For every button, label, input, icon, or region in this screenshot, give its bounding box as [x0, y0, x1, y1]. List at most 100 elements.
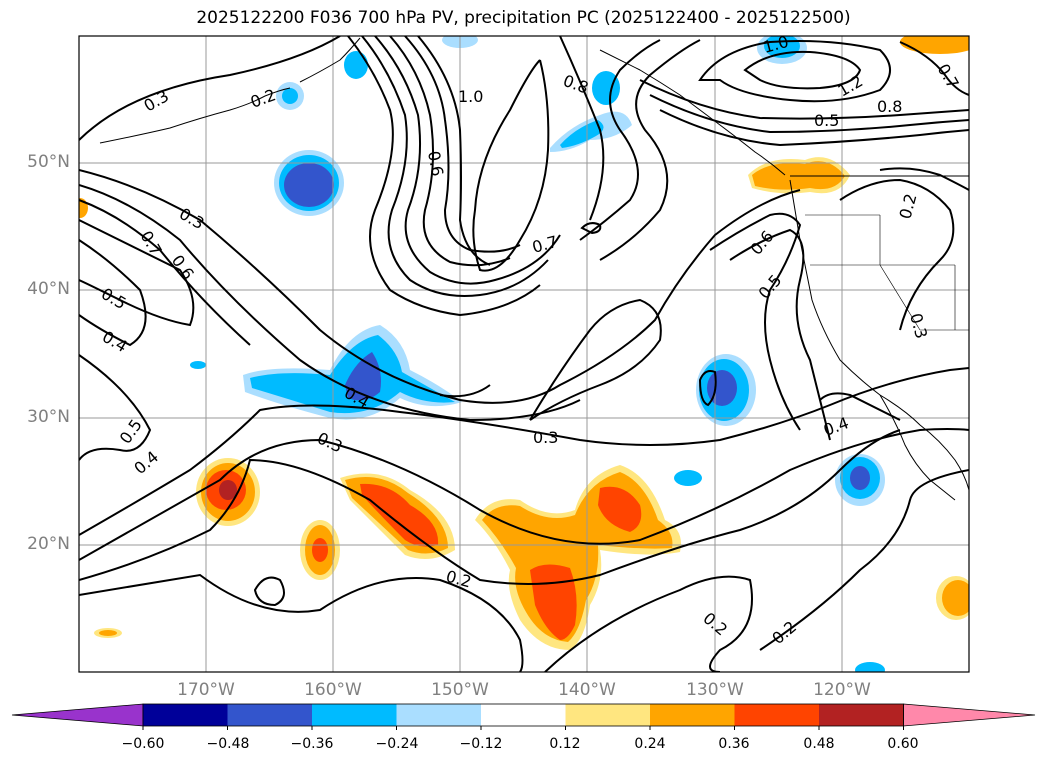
precip-neg-shade	[850, 466, 870, 490]
pv-contour-label: 0.3	[533, 428, 558, 447]
pv-contour	[559, 36, 605, 221]
precip-neg-shade	[284, 163, 334, 207]
colorbar-tick-label: 0.48	[803, 736, 835, 752]
colorbar-tick-label: 0.36	[718, 736, 750, 752]
colorbar-tick-label: 0.24	[634, 736, 666, 752]
precip-pos-shade	[360, 483, 439, 547]
pv-contour	[389, 36, 511, 267]
precip-neg-shade	[282, 88, 298, 104]
colorbar-segment	[396, 704, 482, 726]
pv-contour	[580, 222, 602, 235]
pv-contour	[79, 428, 969, 561]
lon-label-160w: 160°W	[304, 680, 362, 700]
pv-contour	[79, 429, 901, 585]
pv-contour	[79, 199, 251, 346]
chart-title: 2025122200 F036 700 hPa PV, precipitatio…	[196, 8, 851, 28]
colorbar-segment	[227, 704, 313, 726]
pv-contour	[899, 41, 969, 96]
precip-pos-shade	[99, 630, 117, 636]
pv-contour	[639, 79, 969, 120]
colorbar-frame	[142, 703, 904, 727]
pv-contour	[729, 228, 831, 441]
lon-label-150w: 150°W	[431, 680, 489, 700]
colorbar-segment	[734, 704, 820, 726]
precip-pos-shade	[219, 480, 237, 500]
pv-contour	[79, 573, 524, 672]
colorbar-tick-label: −0.60	[121, 736, 165, 752]
pv-contour	[819, 392, 901, 421]
pv-contour	[361, 36, 549, 297]
colorbar-segment	[819, 704, 905, 726]
pv-contour-label: 1.0	[458, 87, 483, 106]
pv-contour	[374, 36, 561, 285]
pv-contour-label: 0.6	[424, 149, 447, 177]
pv-contour	[879, 167, 969, 191]
colorbar-segment	[565, 704, 651, 726]
pv-contour	[404, 36, 521, 253]
colorbar-segment	[143, 704, 229, 726]
lat-label-50n: 50°N	[27, 152, 70, 172]
lat-label-40n: 40°N	[27, 279, 70, 299]
colorbar	[11, 703, 1036, 730]
lat-label-20n: 20°N	[27, 534, 70, 554]
pv-contour	[649, 94, 969, 134]
precip-neg-shade	[190, 361, 206, 369]
pv-contour	[79, 36, 341, 141]
map-frame	[78, 35, 970, 673]
pv-contour	[698, 40, 891, 103]
lon-label-170w: 170°W	[177, 680, 235, 700]
pv-contour	[79, 219, 195, 327]
precip-neg-shade	[855, 662, 885, 672]
pv-contour	[439, 384, 491, 398]
pv-contour-label: 0.5	[814, 111, 839, 130]
colorbar-segment	[650, 704, 736, 726]
pv-contour	[79, 239, 147, 347]
pv-contour	[472, 59, 550, 272]
lon-label-120w: 120°W	[813, 680, 871, 700]
colorbar-extend-high	[903, 703, 1036, 727]
colorbar-tick-label: −0.36	[290, 736, 334, 752]
pv-contour	[79, 184, 581, 422]
state-borders	[805, 214, 969, 331]
precip-pos-shade	[752, 161, 845, 190]
lon-label-140w: 140°W	[558, 680, 616, 700]
pv-contour	[417, 36, 491, 266]
precip-neg-shade	[344, 51, 368, 79]
pv-contour-label: 1.0	[761, 32, 791, 57]
colorbar-tick-label: −0.24	[375, 736, 419, 752]
colorbar-segment	[312, 704, 398, 726]
colorbar-extend-low	[11, 703, 144, 727]
pv-contours	[79, 36, 969, 672]
pv-contour	[253, 576, 285, 607]
pv-contour	[79, 169, 801, 404]
colorbar-tick-label: 0.12	[549, 736, 581, 752]
colorbar-tick-label: 0.60	[887, 736, 919, 752]
colorbar-segment	[481, 704, 567, 726]
precip-pos-shade	[900, 36, 969, 54]
pv-contour	[709, 212, 802, 431]
colorbar-tick-label: −0.12	[459, 736, 503, 752]
precip-shading	[79, 36, 969, 672]
precip-neg-shade	[345, 352, 381, 401]
lat-label-30n: 30°N	[27, 407, 70, 427]
pv-contour	[743, 50, 862, 90]
pv-contour	[347, 36, 541, 317]
pv-contour	[544, 575, 753, 672]
lon-label-130w: 130°W	[686, 680, 744, 700]
pv-contour	[79, 367, 969, 536]
precip-neg-shade	[592, 71, 620, 105]
precip-neg-shade	[560, 120, 604, 148]
pv-contour	[79, 354, 152, 461]
colorbar-tick-label: −0.48	[206, 736, 250, 752]
graticule	[79, 36, 969, 672]
pv-contour	[839, 178, 955, 331]
pv-contour-label: 0.8	[877, 97, 902, 116]
pv-contour	[659, 109, 969, 147]
pv-contour	[529, 298, 662, 421]
map-panel: 0.3 0.2 1.0 0.8 0.6 1.0 1.2 0.8 0.5 0.3 …	[79, 32, 969, 672]
precip-pos-shade	[312, 538, 328, 562]
precip-neg-shade	[674, 470, 702, 486]
pv-contour	[579, 39, 661, 241]
bc-coast	[599, 49, 786, 176]
